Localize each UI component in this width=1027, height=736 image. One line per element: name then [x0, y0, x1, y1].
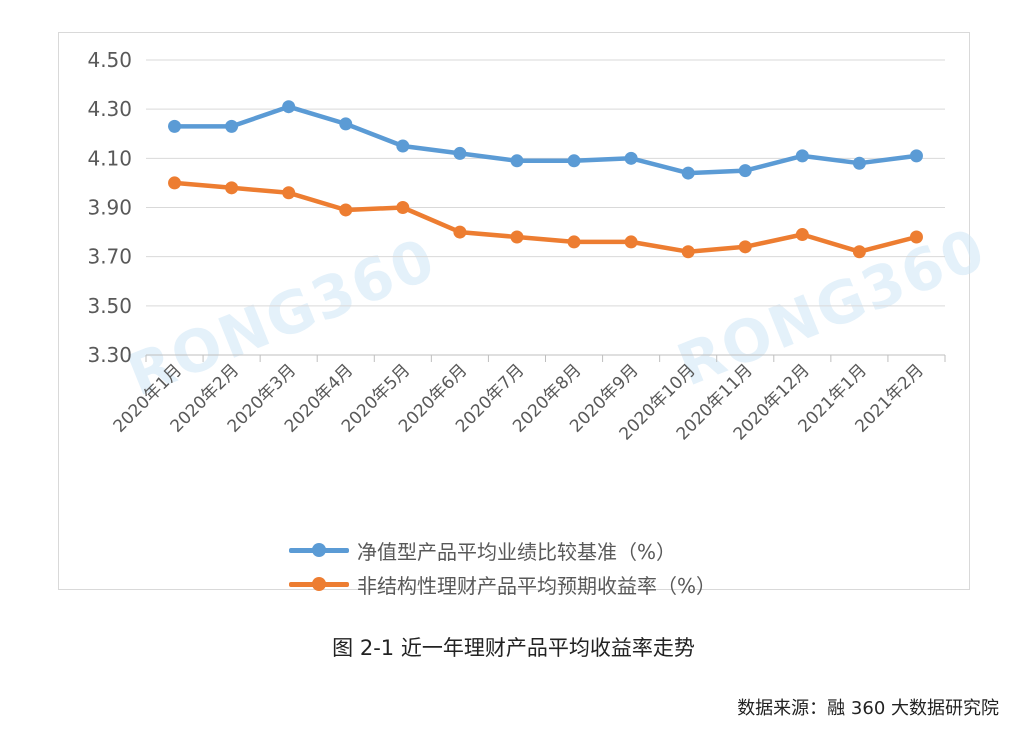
series-1-point-7 [567, 235, 581, 249]
series-1-point-12 [852, 245, 866, 259]
legend: 净值型产品平均业绩比较基准（%） 非结构性理财产品平均预期收益率（%） [289, 533, 716, 601]
series-line-0 [172, 104, 919, 176]
series-0-point-7 [567, 154, 581, 168]
y-tick-label-2: 3.70 [87, 245, 132, 269]
series-line-1 [172, 180, 919, 254]
line-chart: 3.303.503.703.904.104.304.502020年1月2020年… [87, 48, 946, 444]
series-0-point-6 [510, 154, 524, 168]
series-1-point-11 [795, 228, 809, 242]
legend-item-series-0: 净值型产品平均业绩比较基准（%） [289, 533, 716, 567]
data-source: 数据来源：融 360 大数据研究院 [737, 698, 999, 719]
legend-item-series-1: 非结构性理财产品平均预期收益率（%） [289, 567, 716, 601]
series-0-point-4 [396, 139, 410, 153]
series-0-point-11 [795, 149, 809, 163]
y-tick-label-0: 3.30 [87, 343, 132, 367]
series-0-point-10 [738, 164, 752, 178]
series-0-point-2 [282, 100, 296, 114]
series-1-point-4 [396, 201, 410, 214]
series-1-point-13 [909, 230, 923, 244]
chart-frame: RONG360 RONG360 3.30 3.50 3.70 3.90 4.10 4.30… [58, 32, 995, 598]
series-1-point-2 [282, 186, 296, 200]
series-1-point-10 [738, 240, 752, 254]
legend-label-series-0: 净值型产品平均业绩比较基准（%） [357, 539, 677, 564]
series-0-point-1 [225, 119, 239, 133]
legend-swatch-series-1 [289, 574, 349, 594]
series-0-point-0 [168, 119, 182, 133]
series-0-point-12 [852, 156, 866, 170]
series-1-point-3 [339, 203, 353, 217]
figure-caption: 图 2-1 近一年理财产品平均收益率走势 [332, 636, 695, 660]
series-1-point-6 [510, 230, 524, 244]
legend-label-series-1: 非结构性理财产品平均预期收益率（%） [357, 573, 717, 598]
series-0-point-13 [909, 149, 923, 163]
series-0-point-8 [624, 151, 638, 165]
series-1-point-5 [453, 225, 467, 239]
y-tick-label-1: 3.50 [87, 294, 132, 318]
y-tick-label-5: 4.30 [87, 97, 132, 121]
series-0-point-5 [453, 146, 467, 160]
series-1-point-1 [225, 181, 239, 195]
legend-swatch-series-0 [289, 540, 349, 560]
series-1-point-8 [624, 235, 638, 249]
y-tick-label-3: 3.90 [87, 196, 132, 220]
series-1-point-9 [681, 245, 695, 259]
y-tick-label-4: 4.10 [87, 146, 132, 170]
series-0-point-3 [339, 117, 353, 131]
series-1-point-0 [168, 176, 182, 190]
series-0-point-9 [681, 166, 695, 180]
y-tick-label-6: 4.50 [87, 48, 132, 72]
